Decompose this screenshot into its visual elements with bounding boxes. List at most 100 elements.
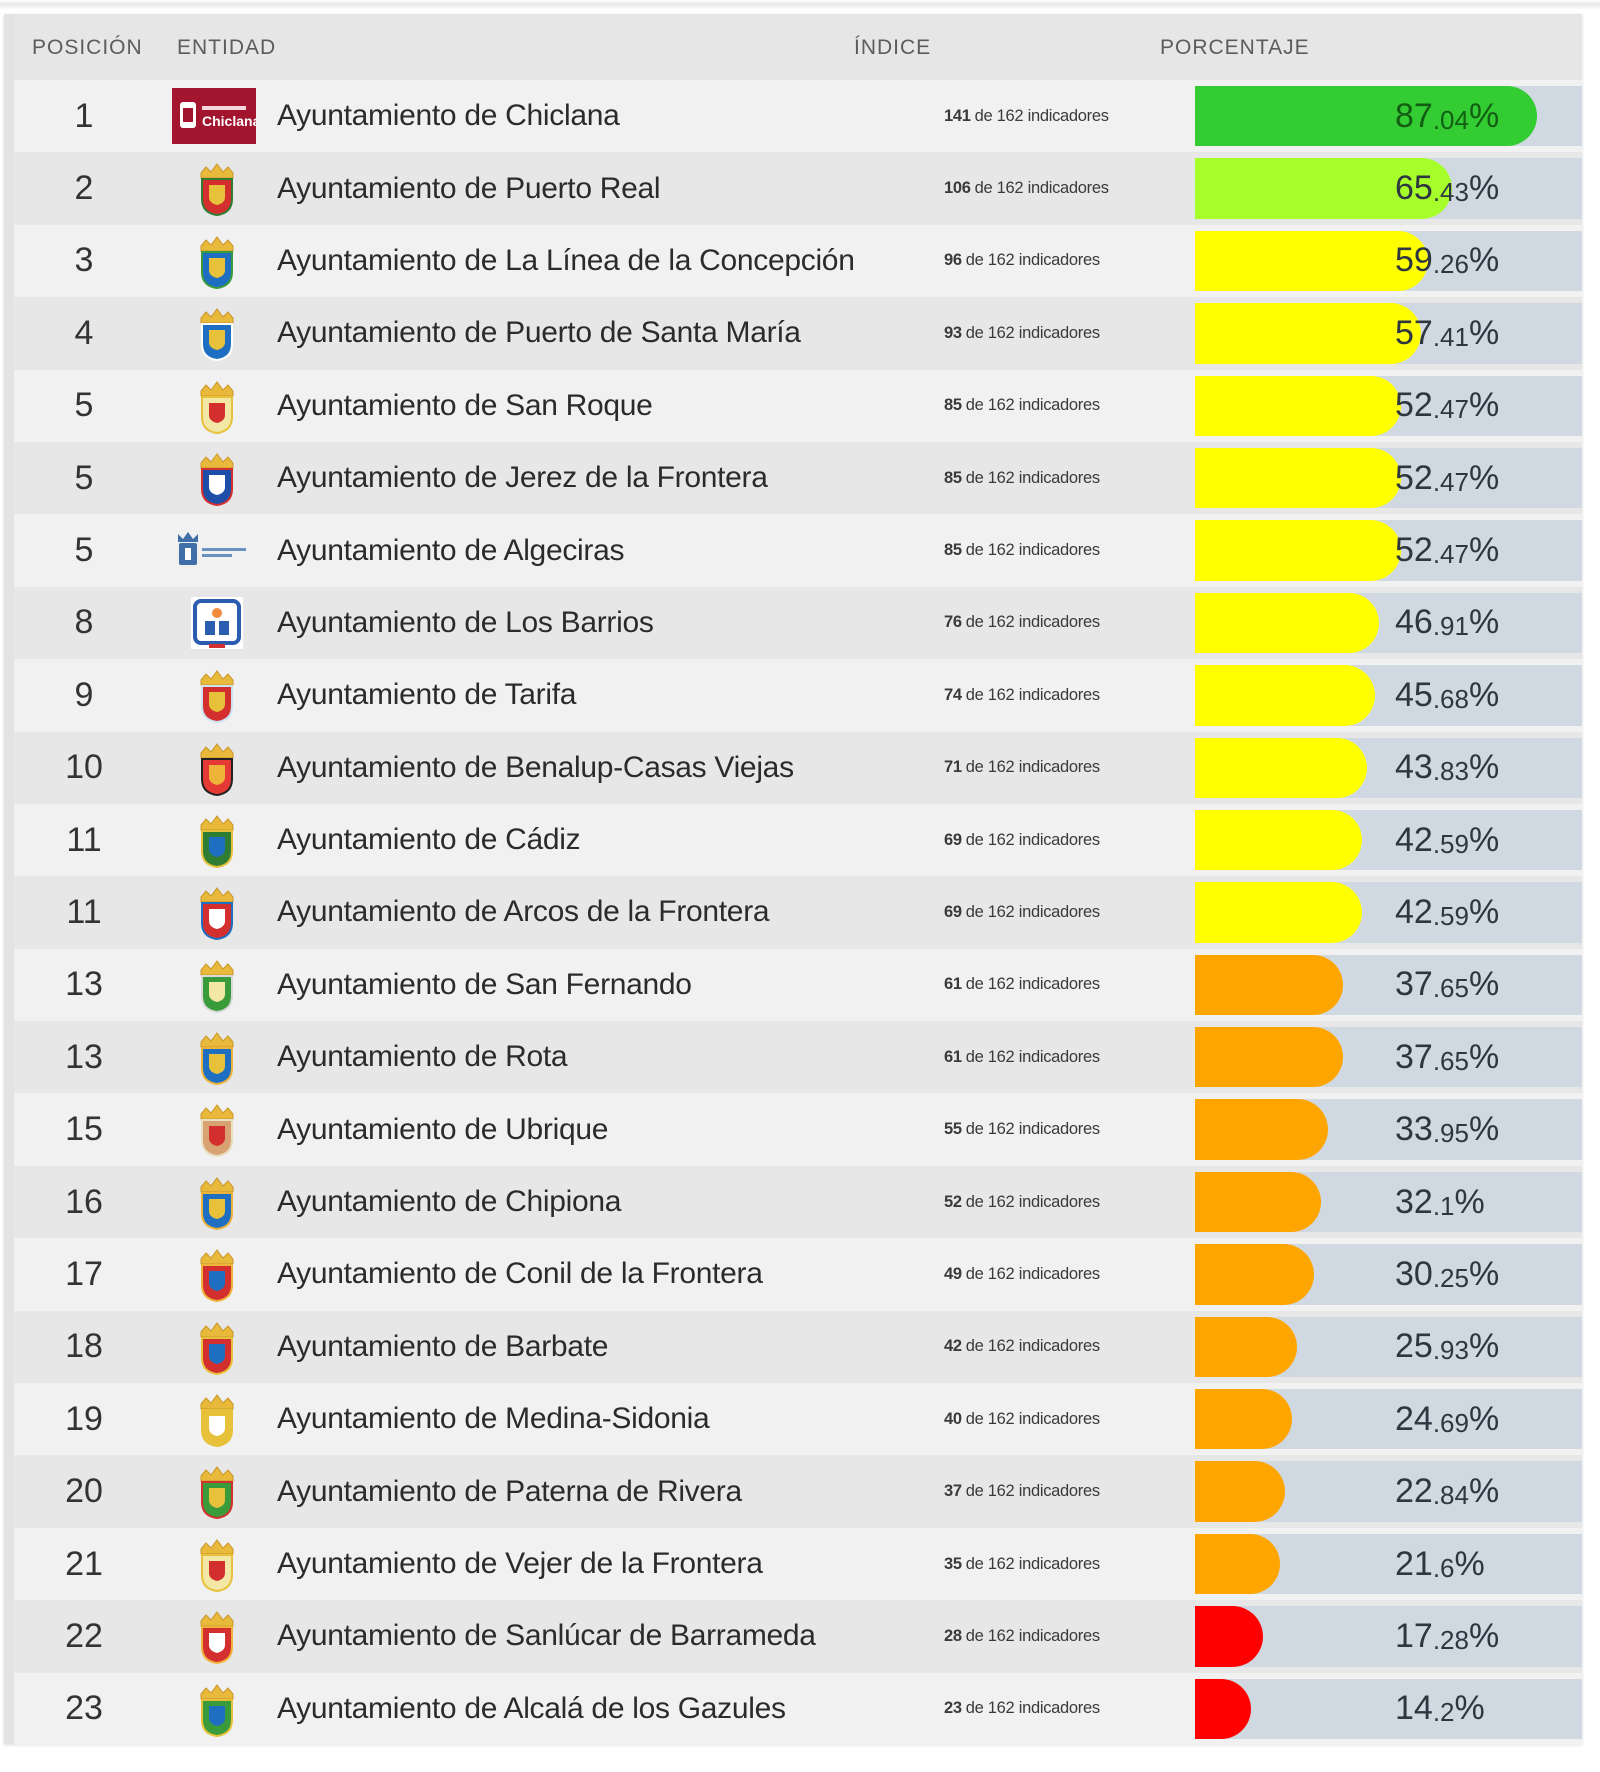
indicators-suffix: de 162 indicadores [965, 975, 1100, 994]
percent-sign: % [1468, 892, 1500, 931]
percentage-track: 30.25% [1195, 1244, 1582, 1305]
percentage-bar [1195, 1533, 1280, 1595]
table-row[interactable]: 17 Ayuntamiento de Conil de la Frontera … [14, 1238, 1582, 1311]
entity-name[interactable]: Ayuntamiento de Arcos de la Frontera [277, 895, 770, 929]
percentage-int: 37 [1395, 1037, 1433, 1076]
percent-sign: % [1468, 1037, 1500, 1076]
position-cell: 13 [65, 965, 103, 1004]
indicators-count: 49 [944, 1264, 962, 1283]
percentage-int: 52 [1395, 458, 1433, 497]
percentage-int: 32 [1395, 1182, 1433, 1221]
percentage-decimal: .59 [1432, 828, 1469, 859]
position-cell: 17 [65, 1254, 103, 1293]
table-row[interactable]: 4 Ayuntamiento de Puerto de Santa María … [14, 297, 1582, 370]
percentage-decimal: .95 [1432, 1118, 1469, 1149]
percent-sign: % [1468, 1616, 1500, 1655]
percentage-bar [1195, 1461, 1285, 1522]
table-row[interactable]: 21 Ayuntamiento de Vejer de la Frontera … [14, 1527, 1582, 1601]
entity-name[interactable]: Ayuntamiento de San Roque [277, 388, 653, 422]
table-row[interactable]: 22 Ayuntamiento de Sanlúcar de Barrameda… [14, 1600, 1582, 1673]
indicators-suffix: de 162 indicadores [965, 1626, 1100, 1645]
cadiz-shield-icon [189, 812, 245, 868]
table-row[interactable]: 5 Ayuntamiento de Algeciras 85 de 162 ind… [14, 514, 1582, 587]
percentage-track: 37.65% [1195, 954, 1582, 1016]
table-row[interactable]: 2 Ayuntamiento de Puerto Real 106 de 162 … [14, 152, 1582, 225]
entity-name[interactable]: Ayuntamiento de Benalup-Casas Viejas [277, 750, 794, 784]
percentage-int: 57 [1395, 313, 1433, 352]
table-row[interactable]: 1 Chiclana Ayuntamiento de Chiclana 141 d… [14, 80, 1582, 153]
header-index[interactable]: ÍNDICE [854, 36, 932, 59]
position-cell: 19 [65, 1399, 103, 1438]
table-row[interactable]: 11 Ayuntamiento de Cádiz 69 de 162 indica… [14, 803, 1582, 877]
table-row[interactable]: 3 Ayuntamiento de La Línea de la Concepc… [14, 224, 1582, 298]
entity-name[interactable]: Ayuntamiento de La Línea de la Concepció… [277, 243, 855, 277]
paterna-shield-icon [189, 1463, 245, 1520]
indicators-count: 42 [944, 1337, 962, 1356]
position-cell: 18 [65, 1327, 103, 1366]
percentage-int: 45 [1395, 675, 1433, 714]
percentage-decimal: .84 [1432, 1480, 1469, 1511]
percent-sign: % [1468, 748, 1500, 787]
indicators-count: 69 [944, 830, 962, 849]
entity-name[interactable]: Ayuntamiento de Paterna de Rivera [277, 1474, 742, 1508]
indicators-count: 61 [944, 975, 962, 994]
indicators-suffix: de 162 indicadores [965, 468, 1100, 487]
percentage-track: 46.91% [1195, 592, 1582, 654]
indicators-count: 69 [944, 902, 962, 921]
percent-sign: % [1468, 531, 1500, 570]
index-cell: 37 de 162 indicadores [944, 1455, 1100, 1527]
percentage-int: 42 [1395, 892, 1433, 931]
entity-name[interactable]: Ayuntamiento de Vejer de la Frontera [277, 1547, 763, 1580]
indicators-suffix: de 162 indicadores [965, 1482, 1100, 1501]
table-row[interactable]: 15 Ayuntamiento de Ubrique 55 de 162 indi… [14, 1093, 1582, 1166]
table-row[interactable]: 9 Ayuntamiento de Tarifa 74 de 162 indica… [14, 659, 1582, 732]
arcos-shield-icon [189, 884, 245, 941]
table-row[interactable]: 5 Ayuntamiento de San Roque 85 de 162 ind… [14, 369, 1582, 442]
table-row[interactable]: 5 Ayuntamiento de Jerez de la Frontera 8… [14, 441, 1582, 515]
table-row[interactable]: 13 Ayuntamiento de San Fernando 61 de 162… [14, 948, 1582, 1022]
indicators-suffix: de 162 indicadores [965, 1047, 1100, 1066]
table-row[interactable]: 19 Ayuntamiento de Medina-Sidonia 40 de 1… [14, 1383, 1582, 1456]
entity-name[interactable]: Ayuntamiento de Conil de la Frontera [277, 1257, 763, 1291]
percentage-decimal: .6 [1432, 1552, 1455, 1583]
percentage-value: 14.2% [1395, 1679, 1485, 1739]
entity-name[interactable]: Ayuntamiento de Ubrique [277, 1112, 609, 1146]
entity-name[interactable]: Ayuntamiento de Chiclana [277, 99, 620, 133]
entity-name[interactable]: Ayuntamiento de Barbate [277, 1329, 609, 1363]
entity-name[interactable]: Ayuntamiento de Sanlúcar de Barrameda [277, 1619, 816, 1653]
percentage-bar [1195, 1027, 1343, 1088]
percentage-int: 37 [1395, 965, 1433, 1004]
entity-name[interactable]: Ayuntamiento de Algeciras [277, 533, 625, 567]
table-row[interactable]: 13 Ayuntamiento de Rota 61 de 162 indicad… [14, 1021, 1582, 1094]
indicators-suffix: de 162 indicadores [965, 613, 1100, 632]
entity-name[interactable]: Ayuntamiento de Medina-Sidonia [277, 1402, 710, 1436]
entity-name[interactable]: Ayuntamiento de Rota [277, 1040, 568, 1074]
percentage-bar [1195, 954, 1343, 1016]
entity-name[interactable]: Ayuntamiento de Cádiz [277, 823, 581, 857]
table-row[interactable]: 16 Ayuntamiento de Chipiona 52 de 162 ind… [14, 1165, 1582, 1239]
percentage-decimal: .83 [1432, 756, 1469, 787]
table-row[interactable]: 20 Ayuntamiento de Paterna de Rivera 37 d… [14, 1455, 1582, 1528]
header-percentage[interactable]: PORCENTAJE [1160, 36, 1310, 59]
header-position[interactable]: POSICIÓN [32, 36, 143, 59]
indicators-count: 35 [944, 1554, 962, 1573]
table-row[interactable]: 18 Ayuntamiento de Barbate 42 de 162 indi… [14, 1310, 1582, 1384]
entity-name[interactable]: Ayuntamiento de San Fernando [277, 967, 692, 1001]
header-entity[interactable]: ENTIDAD [177, 36, 277, 59]
table-row[interactable]: 23 Ayuntamiento de Alcalá de los Gazules… [14, 1672, 1582, 1745]
percentage-value: 52.47% [1395, 520, 1499, 580]
table-row[interactable]: 8 Ayuntamiento de Los Barrios 76 de 162 i… [14, 586, 1582, 660]
position-cell: 20 [65, 1472, 103, 1511]
entity-name[interactable]: Ayuntamiento de Jerez de la Frontera [277, 461, 768, 495]
entity-name[interactable]: Ayuntamiento de Tarifa [277, 678, 577, 712]
table-row[interactable]: 11 Ayuntamiento de Arcos de la Frontera … [14, 876, 1582, 949]
entity-name[interactable]: Ayuntamiento de Alcalá de los Gazules [277, 1691, 786, 1725]
entity-name[interactable]: Ayuntamiento de Los Barrios [277, 605, 654, 639]
la-linea-shield-icon [189, 233, 245, 289]
entity-name[interactable]: Ayuntamiento de Chipiona [277, 1185, 622, 1219]
percentage-bar [1195, 809, 1363, 871]
entity-name[interactable]: Ayuntamiento de Puerto de Santa María [277, 316, 801, 350]
table-row[interactable]: 10 Ayuntamiento de Benalup-Casas Viejas … [14, 731, 1582, 804]
indicators-count: 28 [944, 1626, 962, 1645]
entity-name[interactable]: Ayuntamiento de Puerto Real [277, 171, 661, 205]
